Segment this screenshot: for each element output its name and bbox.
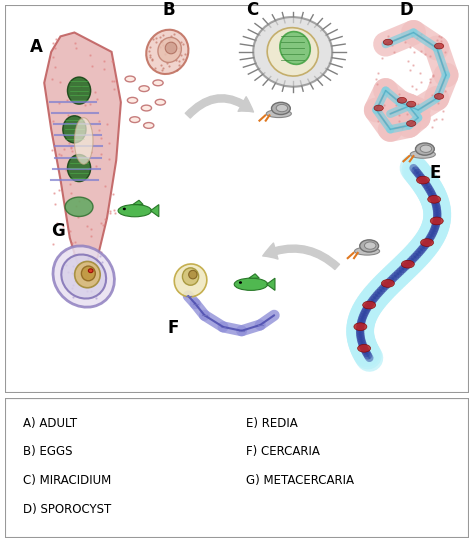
Text: F: F — [167, 318, 179, 337]
Ellipse shape — [130, 117, 140, 123]
Ellipse shape — [189, 270, 197, 279]
Ellipse shape — [383, 39, 392, 45]
Ellipse shape — [128, 97, 137, 103]
Ellipse shape — [374, 105, 383, 111]
Text: E: E — [430, 164, 441, 182]
Ellipse shape — [363, 301, 376, 309]
Text: G) METACERCARIA: G) METACERCARIA — [246, 474, 354, 487]
Ellipse shape — [165, 42, 177, 54]
Ellipse shape — [355, 247, 380, 255]
Ellipse shape — [141, 105, 152, 111]
Text: A: A — [30, 38, 43, 56]
Ellipse shape — [125, 76, 135, 82]
Ellipse shape — [174, 264, 207, 297]
Ellipse shape — [146, 30, 189, 74]
Ellipse shape — [182, 268, 199, 285]
Ellipse shape — [416, 143, 434, 155]
FancyArrowPatch shape — [263, 243, 339, 270]
Text: B: B — [163, 1, 175, 19]
Polygon shape — [44, 32, 121, 277]
Text: G: G — [51, 222, 65, 240]
Ellipse shape — [420, 239, 434, 246]
Ellipse shape — [153, 80, 163, 86]
Ellipse shape — [53, 246, 114, 307]
Ellipse shape — [276, 104, 288, 112]
Text: D) SPOROCYST: D) SPOROCYST — [23, 503, 111, 516]
Ellipse shape — [360, 240, 379, 252]
Polygon shape — [249, 274, 259, 278]
Text: A) ADULT: A) ADULT — [23, 417, 77, 430]
Ellipse shape — [144, 123, 154, 129]
Ellipse shape — [354, 323, 367, 330]
Ellipse shape — [155, 100, 165, 105]
Text: D: D — [400, 1, 413, 19]
Ellipse shape — [239, 281, 242, 284]
Ellipse shape — [430, 217, 443, 225]
Ellipse shape — [65, 197, 93, 216]
FancyArrowPatch shape — [185, 95, 254, 118]
Ellipse shape — [365, 242, 376, 249]
Ellipse shape — [420, 145, 432, 152]
Ellipse shape — [357, 344, 371, 352]
Polygon shape — [266, 278, 275, 291]
Text: F) CERCARIA: F) CERCARIA — [246, 445, 320, 458]
Ellipse shape — [67, 154, 91, 182]
Ellipse shape — [267, 27, 319, 76]
Ellipse shape — [139, 86, 149, 91]
Ellipse shape — [253, 17, 332, 87]
Polygon shape — [133, 200, 143, 204]
Ellipse shape — [428, 195, 441, 203]
Ellipse shape — [407, 101, 416, 107]
Text: E) REDIA: E) REDIA — [246, 417, 298, 430]
Ellipse shape — [82, 266, 95, 281]
Polygon shape — [150, 204, 159, 217]
Ellipse shape — [67, 77, 91, 104]
Ellipse shape — [74, 118, 93, 164]
Text: C) MIRACIDIUM: C) MIRACIDIUM — [23, 474, 111, 487]
Ellipse shape — [280, 32, 310, 65]
Ellipse shape — [407, 121, 416, 126]
Ellipse shape — [410, 151, 435, 158]
Ellipse shape — [63, 116, 86, 143]
Text: C: C — [246, 1, 258, 19]
Ellipse shape — [118, 204, 152, 217]
Ellipse shape — [417, 176, 429, 184]
Ellipse shape — [61, 254, 106, 299]
Ellipse shape — [434, 94, 444, 100]
Ellipse shape — [434, 43, 444, 49]
Ellipse shape — [158, 38, 182, 62]
Ellipse shape — [272, 102, 290, 115]
Ellipse shape — [397, 97, 407, 103]
Ellipse shape — [266, 110, 292, 118]
Ellipse shape — [123, 208, 126, 210]
Ellipse shape — [74, 261, 100, 288]
Ellipse shape — [234, 278, 268, 291]
Text: B) EGGS: B) EGGS — [23, 445, 73, 458]
Ellipse shape — [401, 260, 414, 268]
Ellipse shape — [88, 269, 93, 273]
Ellipse shape — [382, 280, 394, 287]
